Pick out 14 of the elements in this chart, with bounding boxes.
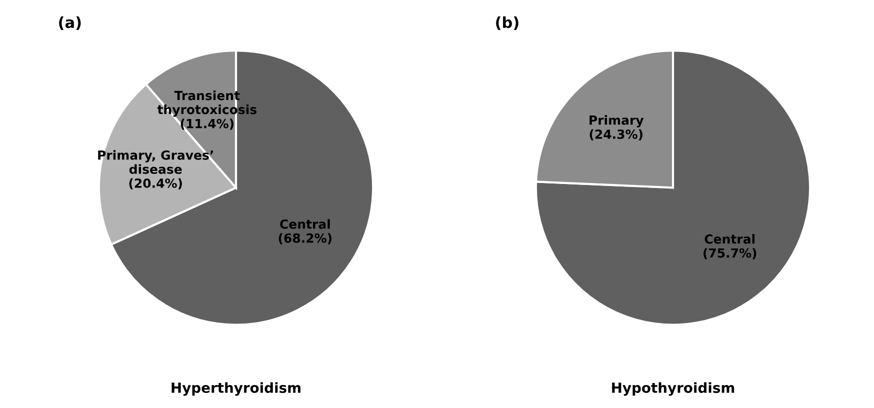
text: Hypothyroidism: [612, 382, 734, 396]
slice-label: Central: [280, 219, 330, 229]
slice-label: Primary, Graves’ disease: [98, 150, 213, 174]
data-label: (20.4%): [129, 178, 182, 190]
slice-label: Primary: [590, 115, 644, 128]
slice-label: Central: [704, 234, 755, 244]
chart-title: (b): [496, 16, 518, 30]
chart-title: (a): [59, 16, 81, 30]
data-label: (68.2%): [278, 233, 332, 244]
text: Hyperthyroidism: [172, 382, 300, 396]
data-label: (75.7%): [704, 248, 756, 260]
pie-slice: [534, 50, 812, 326]
data-label: (11.4%): [180, 118, 234, 130]
data-label: (24.3%): [590, 129, 642, 140]
